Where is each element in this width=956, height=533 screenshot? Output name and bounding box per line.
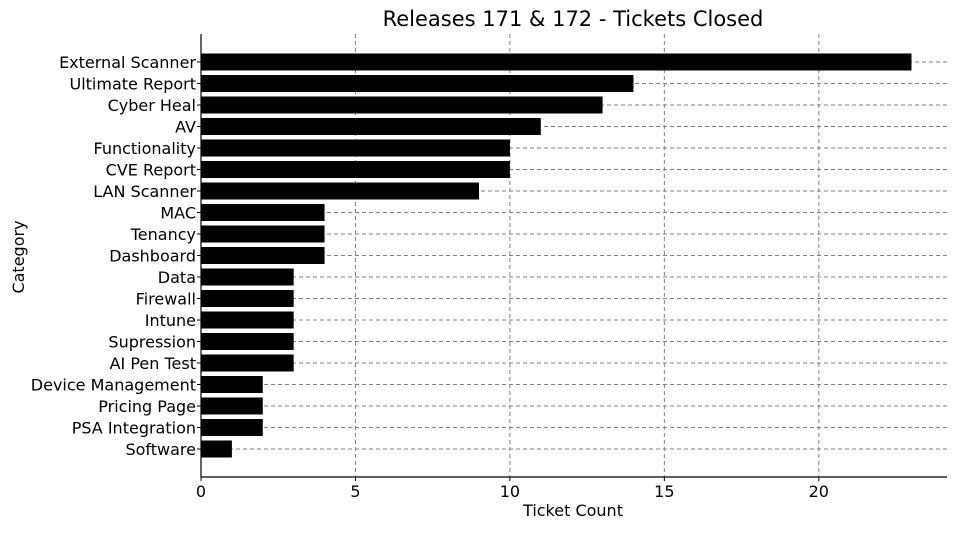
bar — [201, 139, 510, 157]
x-tick-label: 20 — [809, 482, 829, 501]
y-tick-label: Data — [158, 268, 196, 287]
bars — [201, 53, 912, 458]
y-tick-label: External Scanner — [59, 53, 196, 72]
y-tick-label: Ultimate Report — [69, 75, 196, 94]
axes — [197, 34, 947, 481]
y-tick-label: Functionality — [94, 139, 197, 158]
bar — [201, 440, 232, 458]
bar — [201, 376, 263, 393]
y-tick-label: MAC — [160, 204, 196, 223]
y-tick-label: CVE Report — [106, 161, 196, 180]
y-tick-label: Tenancy — [130, 225, 196, 244]
tick-labels: External Scanner Ultimate Report Cyber Hea… — [31, 53, 829, 501]
x-tick-label: 0 — [196, 482, 206, 501]
bar — [201, 96, 603, 114]
bar — [201, 118, 541, 135]
bar — [201, 290, 294, 307]
bar — [201, 354, 294, 372]
x-tick-label: 15 — [654, 482, 674, 501]
y-axis-label: Category — [9, 220, 28, 293]
bar — [201, 419, 263, 436]
x-axis-label: Ticket Count — [522, 501, 623, 520]
bar — [201, 225, 325, 243]
x-tick-label: 5 — [350, 482, 360, 501]
y-tick-label: AI Pen Test — [110, 354, 196, 373]
bar — [201, 268, 294, 286]
y-tick-label: AV — [175, 118, 196, 137]
y-tick-label: Intune — [145, 311, 196, 330]
bar — [201, 75, 634, 92]
x-tick-label: 10 — [500, 482, 520, 501]
y-tick-label: Device Management — [31, 376, 196, 395]
bar — [201, 204, 325, 221]
y-tick-label: Software — [125, 440, 196, 459]
bar — [201, 397, 263, 415]
bar — [201, 311, 294, 329]
y-tick-label: Dashboard — [109, 247, 196, 266]
bar — [201, 161, 510, 178]
chart-title: Releases 171 & 172 - Tickets Closed — [383, 7, 764, 31]
y-tick-label: Pricing Page — [98, 397, 196, 416]
y-tick-label: Firewall — [136, 290, 196, 309]
bar — [201, 182, 480, 200]
bar — [201, 333, 294, 350]
y-tick-label: Cyber Heal — [108, 96, 196, 115]
bar — [201, 53, 912, 71]
bar — [201, 247, 325, 264]
y-tick-label: PSA Integration — [72, 419, 196, 438]
y-tick-label: LAN Scanner — [93, 182, 196, 201]
y-tick-label: Supression — [108, 333, 196, 352]
